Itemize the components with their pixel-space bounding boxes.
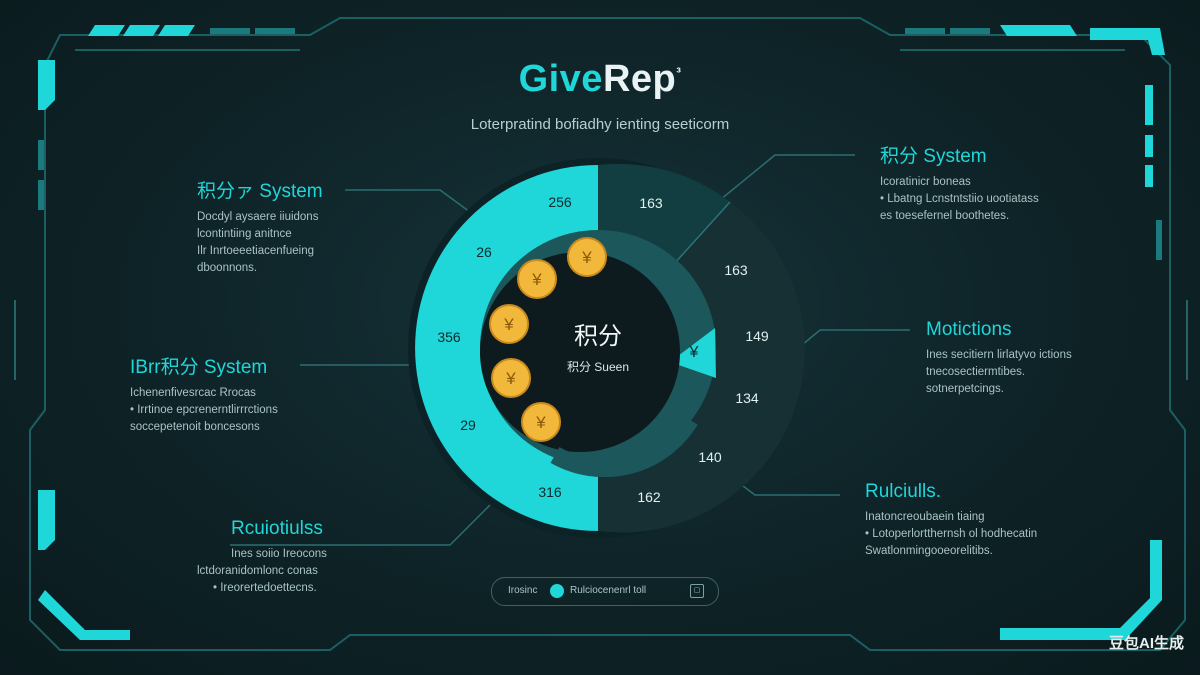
left-segment-labels: 256 26 356 29 316 [437, 194, 572, 500]
segment-label: 316 [538, 484, 562, 500]
segment-label: 149 [745, 328, 769, 344]
block-title: 积分 System [880, 146, 987, 167]
block-line: • Irrtinoe epcrenerntlirrrctions [130, 404, 278, 416]
left-block-1: 积分ァ System Docdyl aysaere iiuidons lcont… [197, 176, 323, 277]
block-line: lctdoranidomlonc conas [197, 565, 318, 577]
title-part-rep: Rep [602, 58, 677, 100]
segment-label: 26 [476, 244, 492, 260]
pill-left-text: Irosinc [508, 585, 538, 596]
block-line: • Lotoperlortthernsh ol hodhecatin [865, 528, 1038, 540]
block-title: Rulciulls. [865, 481, 942, 502]
block-line: Ines secitiern lirlatyvo ictions [926, 349, 1072, 361]
title-part-give: Give [518, 58, 603, 100]
segment-label: 29 [460, 417, 476, 433]
coin-icon [517, 259, 557, 299]
yen-symbol: ¥ [503, 315, 514, 334]
block-line: Ines soiio Ireocons [231, 548, 327, 560]
block-line: Ichenenfivesrcac Rrocas [130, 387, 256, 399]
watermark: 豆包AI生成 [1108, 635, 1184, 652]
left-block-3: Rcuiotiulss Ines soiio Ireocons lctdoran… [197, 518, 327, 597]
coin-icon [489, 304, 529, 344]
block-line: soccepetenoit boncesons [130, 421, 260, 433]
pill-right-text: Rulciocenenrl toll [570, 585, 647, 596]
block-line: • Lbatng Lcnstntstiio uootiatass [880, 193, 1039, 205]
block-line: Docdyl aysaere iiuidons [197, 211, 319, 223]
left-block-2: IBrr积分 System Ichenenfivesrcac Rrocas • … [130, 352, 278, 436]
block-line: Ilr Inrtoeeetiacenfueing [197, 245, 314, 257]
donut-hole [480, 252, 680, 452]
coin-group: ¥ ¥ ¥ ¥ ¥ [489, 237, 607, 442]
block-title: 积分ァ System [197, 181, 323, 202]
segment-label: 134 [735, 390, 759, 406]
wedge-yen-symbol: ¥ [689, 344, 699, 361]
segment-label: 162 [637, 489, 661, 505]
coin-icon [567, 237, 607, 277]
app-title: GiveRep³ [0, 58, 1200, 101]
title-mark: ³ [676, 64, 682, 80]
block-line: tnecosectiermtibes. [926, 366, 1026, 378]
block-line: sotnerpetcings. [926, 383, 1004, 395]
expand-icon[interactable]: ▢ [690, 584, 704, 598]
block-line: • Ireorertedoettecns. [213, 582, 317, 594]
block-title: Rcuiotiulss [231, 518, 323, 539]
segment-label: 163 [639, 195, 663, 211]
block-line: es toesefernel boothetes. [880, 210, 1010, 222]
yen-symbol: ¥ [531, 270, 542, 289]
right-block-2: Motictions Ines secitiern lirlatyvo icti… [926, 319, 1072, 398]
yen-symbol: ¥ [581, 248, 592, 267]
toggle-dot-icon[interactable] [550, 584, 564, 598]
block-line: lcontintiing anitnce [197, 228, 292, 240]
right-block-1: 积分 System Icoratinicr boneas • Lbatng Lc… [880, 141, 1039, 225]
yen-wedge [670, 328, 716, 378]
right-segment-labels: 163 163 149 134 140 162 [637, 195, 769, 505]
segment-label: 163 [724, 262, 748, 278]
block-line: dboonnons. [197, 262, 258, 274]
coin-icon [521, 402, 561, 442]
yen-symbol: ¥ [505, 369, 516, 388]
center-sub-label: 积分 Sueen [567, 360, 629, 374]
center-main-label: 积分 [574, 323, 622, 350]
block-title: Motictions [926, 319, 1012, 340]
yen-symbol: ¥ [535, 413, 546, 432]
segment-label: 356 [437, 329, 461, 345]
subtitle: Loterpratind bofiadhy ienting seeticorm [470, 116, 730, 133]
block-line: Icoratinicr boneas [880, 176, 971, 188]
block-line: Swatlonmingooeorelitibs. [865, 545, 993, 557]
right-block-3: Rulciulls. Inatoncreoubaein tiaing • Lot… [865, 481, 1037, 560]
bottom-control-pill[interactable]: Irosinc Rulciocenenrl toll ▢ [491, 577, 719, 606]
coin-icon [491, 358, 531, 398]
segment-label: 140 [698, 449, 722, 465]
segment-label: 256 [548, 194, 572, 210]
block-title: IBrr积分 System [130, 357, 268, 378]
block-line: Inatoncreoubaein tiaing [865, 511, 985, 523]
